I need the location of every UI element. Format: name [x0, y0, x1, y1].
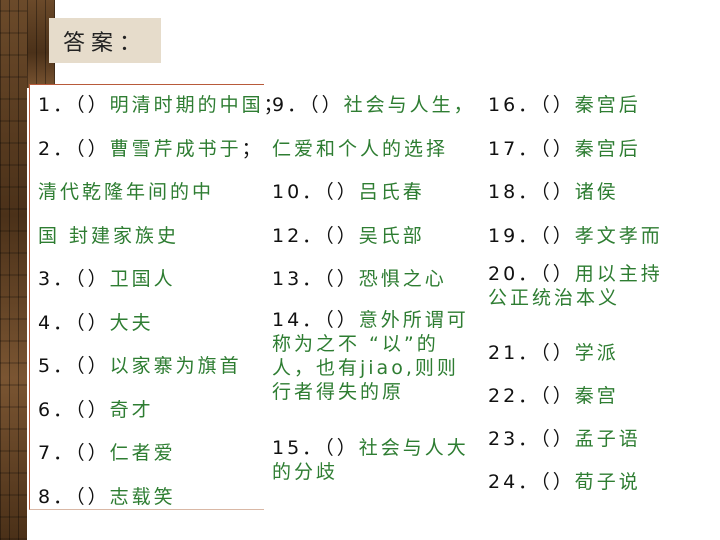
answer-item-20: 20．（）用以主持公正统治本义: [488, 263, 663, 309]
answer-item-23: 23．（）孟子语: [488, 428, 641, 450]
answer-item-6: 6．（）奇才: [38, 399, 154, 421]
answer-item-21: 21．（）学派: [488, 342, 619, 364]
answer-item-19: 19．（）孝文孝而: [488, 225, 663, 247]
answer-item-5: 5．（）以家寨为旗首: [38, 355, 242, 377]
answer-item-2-cont-2: 国 封建家族史: [38, 225, 180, 247]
answer-header-title: 答案：: [62, 30, 147, 56]
wood-frame-left: [0, 0, 27, 540]
answer-item-18: 18．（）诸侯: [488, 181, 619, 203]
answer-item-4: 4．（）大夫: [38, 312, 154, 334]
answer-item-12: 12．（）吴氏部: [272, 225, 425, 247]
answer-item-1: 1．（）明清时期的中国；: [38, 94, 286, 116]
answer-item-24: 24．（）荀子说: [488, 471, 641, 493]
answer-item-13: 13．（）恐惧之心: [272, 268, 447, 290]
answer-item-16: 16．（）秦宫后: [488, 94, 641, 116]
answer-item-2: 2．（）曹雪芹成书于；: [38, 138, 264, 160]
answer-item-14: 14．（）意外所谓可称为之不 “以”的人，也有jiao,则则行者得失的原: [272, 309, 469, 403]
answer-header: 答案：: [49, 18, 161, 63]
answer-item-10: 10．（）吕氏春: [272, 181, 425, 203]
answer-item-9-cont: 仁爱和个人的选择: [272, 138, 449, 160]
answer-item-17: 17．（）秦宫后: [488, 138, 641, 160]
answer-panel-left: [29, 84, 264, 510]
answer-item-22: 22．（）秦宫: [488, 385, 619, 407]
answer-item-8: 8．（）志载笑: [38, 486, 176, 508]
answer-item-9: 9．（）社会与人生，: [272, 94, 476, 116]
answer-item-7: 7．（）仁者爱: [38, 442, 176, 464]
answer-item-3: 3．（）卫国人: [38, 268, 176, 290]
answer-item-2-cont-1: 清代乾隆年间的中: [38, 181, 215, 203]
answer-item-15: 15．（）社会与人大的分歧: [272, 437, 469, 483]
